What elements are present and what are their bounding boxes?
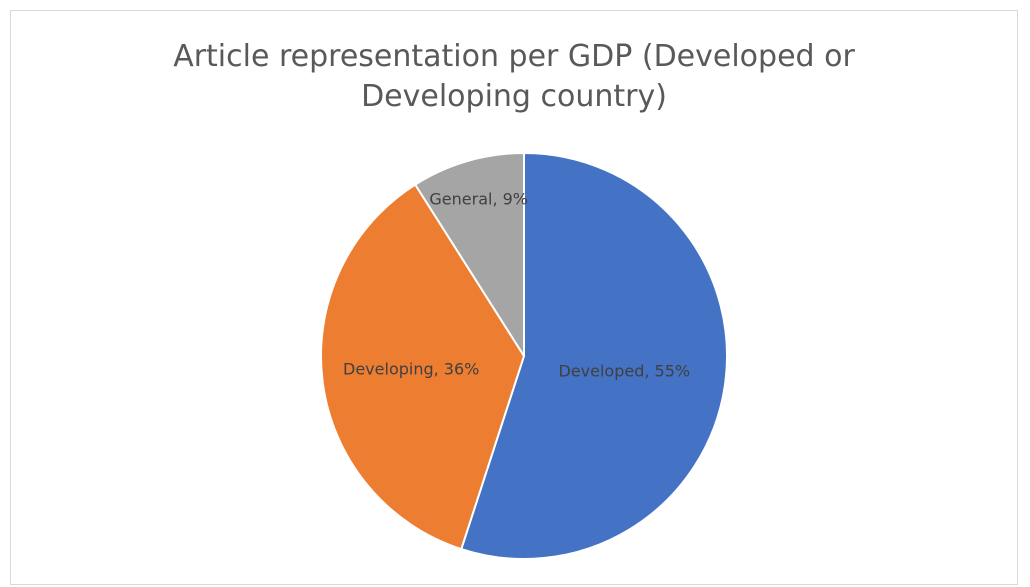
pie-slice-general bbox=[414, 152, 525, 357]
data-label-developing: Developing, 36% bbox=[343, 360, 479, 379]
pie-slice-developing bbox=[320, 183, 525, 551]
chart-frame: Article representation per GDP (Develope… bbox=[10, 10, 1018, 585]
data-label-general: General, 9% bbox=[429, 190, 528, 209]
data-label-developed: Developed, 55% bbox=[558, 361, 690, 380]
pie-slice-developed bbox=[460, 152, 728, 560]
chart-title-line-2: Developing country) bbox=[361, 79, 667, 114]
chart-title-line-1: Article representation per GDP (Develope… bbox=[173, 39, 855, 74]
pie-chart: Developed, 55% Developing, 36% General, 9% bbox=[320, 152, 728, 560]
chart-title: Article representation per GDP (Develope… bbox=[11, 37, 1017, 117]
